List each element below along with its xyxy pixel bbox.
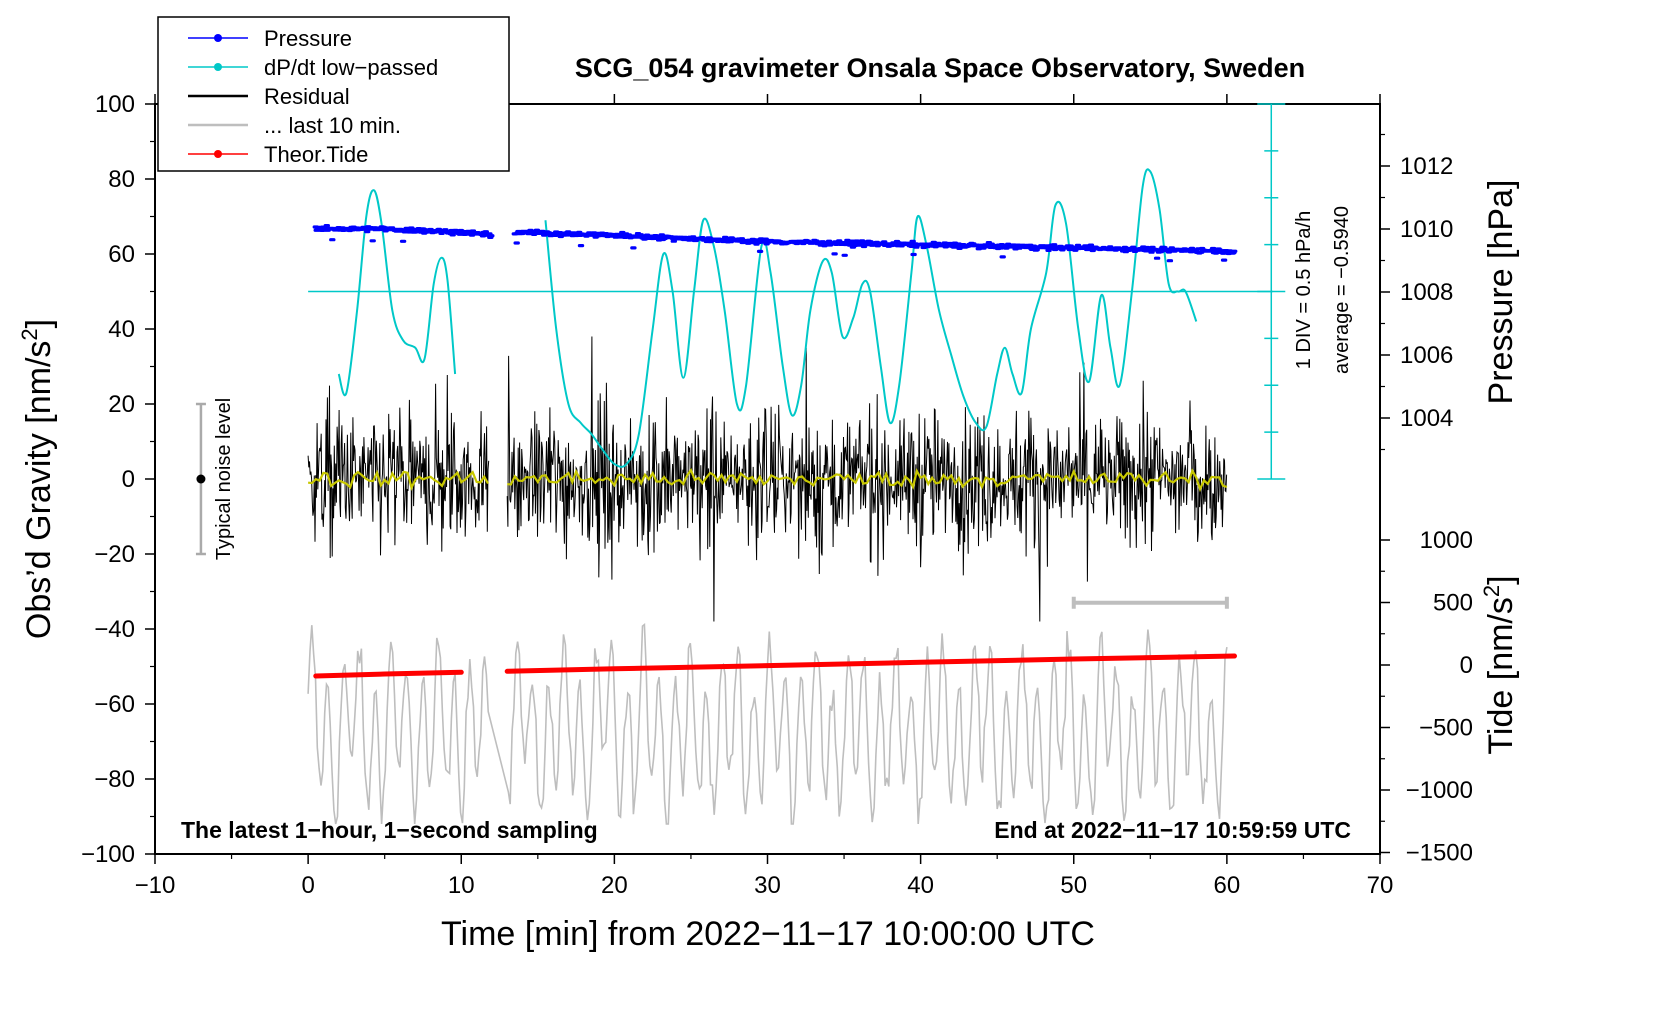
y-axis-tide-title-end: ] (1482, 575, 1520, 584)
pressure-points (312, 224, 495, 243)
last-10min-line (307, 623, 1228, 825)
x-tick-label: 40 (907, 872, 934, 899)
tide-series (313, 653, 1237, 679)
residual-smoothed-line (507, 467, 1228, 493)
dpdt-line (544, 168, 1198, 468)
tide-tick-label: 0 (1460, 652, 1473, 679)
legend-marker (214, 63, 222, 71)
pressure-tick-label: 1012 (1400, 153, 1453, 180)
last-10min-series (307, 596, 1229, 825)
x-tick-label: 50 (1060, 872, 1087, 899)
y-left-tick-label: 80 (108, 166, 135, 193)
legend-label: Theor.Tide (264, 142, 368, 167)
dpdt-series (308, 168, 1273, 468)
tide-tick-label: −1500 (1406, 840, 1473, 867)
pressure-tick-label: 1006 (1400, 342, 1453, 369)
legend: Pressure dP/dt low−passed Residual ... last… (157, 16, 510, 172)
residual-line (307, 374, 490, 559)
chart: −10 0 10 20 30 40 50 60 70−100−80−60−40−20020406… (17, 16, 1520, 953)
y-axis-left-title-sup: 2 (17, 328, 42, 340)
legend-marker (214, 150, 222, 158)
x-tick-label: 20 (601, 872, 628, 899)
legend-label: Residual (264, 84, 350, 109)
legend-label: ... last 10 min. (264, 113, 401, 138)
y-axis-tide-title: Tide [nm/s2] (1479, 575, 1520, 754)
pressure-tick-label: 1008 (1400, 279, 1453, 306)
y-left-tick-label: 40 (108, 316, 135, 343)
x-tick-label: 70 (1367, 872, 1394, 899)
x-axis-title: Time [min] from 2022−11−17 10:00:00 UTC (441, 915, 1095, 953)
x-tick-label: 30 (754, 872, 781, 899)
tide-tick-label: −500 (1419, 715, 1473, 742)
noise-level-label: Typical noise level (213, 398, 235, 560)
legend-label: Pressure (264, 26, 352, 51)
y-left-tick-label: −80 (94, 766, 135, 793)
annotations (195, 103, 1286, 556)
pressure-series (312, 224, 1238, 263)
tide-tick-label: −1000 (1406, 777, 1473, 804)
y-left-tick-label: −40 (94, 616, 135, 643)
y-left-tick-label: 100 (95, 91, 135, 118)
tide-line (313, 669, 464, 679)
tide-line (504, 653, 1237, 674)
x-tick-label: 60 (1214, 872, 1241, 899)
residual-series (307, 336, 1228, 622)
y-left-tick-label: −60 (94, 691, 135, 718)
dpdt-line (337, 189, 457, 397)
chart-title: SCG_054 gravimeter Onsala Space Observat… (575, 53, 1305, 83)
noise-bar-center (196, 474, 206, 484)
y-left-tick-label: 20 (108, 391, 135, 418)
y-left-tick-label: −100 (81, 841, 135, 868)
residual-smoothed-line (308, 469, 489, 491)
axes: −10 0 10 20 30 40 50 60 70−100−80−60−40−20020406… (81, 91, 1473, 899)
y-left-tick-label: −20 (94, 541, 135, 568)
pressure-points (511, 228, 1238, 263)
tide-tick-label: 500 (1433, 590, 1473, 617)
y-left-tick-label: 60 (108, 241, 135, 268)
y-axis-pressure-title: Pressure [hPa] (1482, 180, 1520, 405)
sampling-note: The latest 1−hour, 1−second sampling (181, 817, 598, 843)
pressure-tick-label: 1010 (1400, 216, 1453, 243)
residual-smoothed-series (308, 467, 1228, 493)
y-axis-left-title: Obs’d Gravity [nm/s2] (17, 319, 58, 639)
average-label: average = −0.5940 (1331, 206, 1353, 374)
end-time-note: End at 2022−11−17 10:59:59 UTC (994, 817, 1351, 843)
legend-label: dP/dt low−passed (264, 55, 438, 80)
y-axis-tide-title-sup: 2 (1479, 585, 1504, 597)
div-scale-label: 1 DIV = 0.5 hPa/h (1293, 211, 1315, 369)
residual-line (506, 336, 1228, 622)
legend-marker (214, 34, 222, 42)
tide-tick-label: 1000 (1420, 527, 1473, 554)
x-tick-label: 10 (448, 872, 475, 899)
y-axis-tide-title-main: Tide [nm/s (1482, 597, 1520, 754)
y-axis-left-title-end: ] (20, 319, 58, 328)
legend-box (157, 16, 510, 172)
x-tick-label: 0 (301, 872, 314, 899)
pressure-tick-label: 1004 (1400, 405, 1453, 432)
x-tick-label: −10 (135, 872, 176, 899)
y-axis-left-title-main: Obs’d Gravity [nm/s (20, 341, 58, 640)
y-left-tick-label: 0 (122, 466, 135, 493)
